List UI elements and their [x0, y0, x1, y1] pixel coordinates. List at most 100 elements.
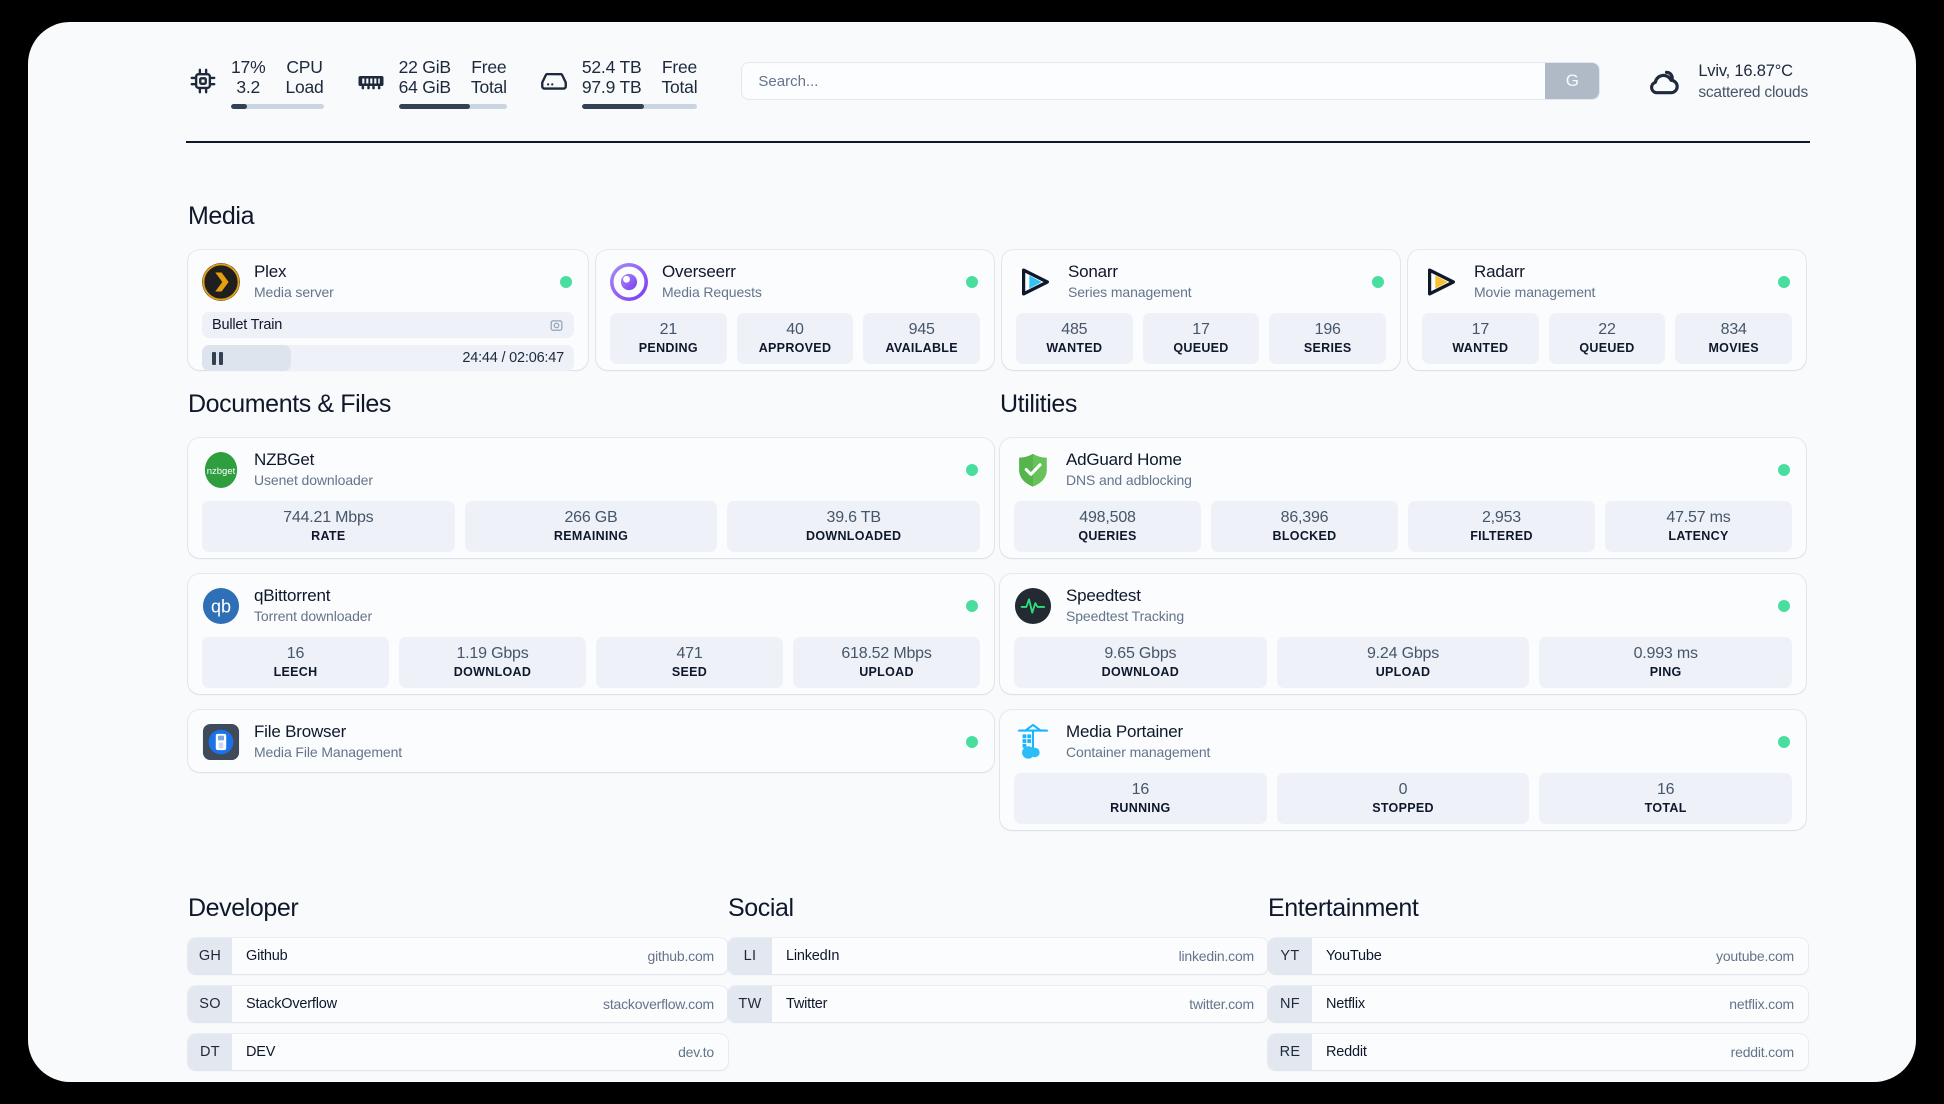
card-qbittorrent[interactable]: qb qBittorrent Torrent downloader 16 LEE… [188, 574, 994, 694]
stat-chip: 0 STOPPED [1276, 773, 1530, 824]
stat-chip: 2,953 FILTERED [1408, 501, 1595, 552]
stat-label: LATENCY [1668, 529, 1729, 543]
stat-label: WANTED [1046, 341, 1103, 355]
stat-label: RATE [311, 529, 346, 543]
card-file-browser[interactable]: File Browser Media File Management [188, 710, 994, 772]
stat-label: MOVIES [1708, 341, 1759, 355]
app-name: Media Portainer [1066, 722, 1184, 741]
card-header: Overseerr Media Requests [610, 262, 980, 301]
cloud-icon [1644, 62, 1684, 102]
dashboard-page: 17% CPU 3.2 Load [28, 22, 1916, 1082]
bookmark-abbr: YT [1268, 938, 1312, 974]
app-name: Radarr [1474, 262, 1525, 281]
bookmark-item[interactable]: TW Twitter twitter.com [728, 986, 1268, 1022]
stat-chip: 744.21 Mbps RATE [202, 501, 455, 552]
bookmark-item[interactable]: DT DEV dev.to [188, 1034, 728, 1070]
stat-label: QUEUED [1579, 341, 1635, 355]
bookmark-item[interactable]: NF Netflix netflix.com [1268, 986, 1808, 1022]
pause-icon[interactable] [212, 351, 223, 365]
stat-label: FILTERED [1470, 529, 1533, 543]
stat-chip: 1.19 Gbps DOWNLOAD [399, 637, 586, 688]
stat-value: 618.52 Mbps [841, 645, 932, 662]
card-header: nzbget NZBGet Usenet downloader [202, 450, 980, 489]
status-dot-online [966, 599, 978, 612]
stat-chip: 17 WANTED [1422, 313, 1539, 364]
stat-value: 16 [286, 645, 305, 662]
cpu-load-label: Load [285, 77, 324, 97]
section-title-utilities: Utilities [1000, 390, 1077, 418]
bookmark-name: Netflix [1326, 996, 1365, 1012]
status-dot-online [966, 463, 978, 476]
stat-chip: 485 WANTED [1016, 313, 1133, 364]
stat-value: 471 [676, 645, 703, 662]
app-description: Container management [1066, 744, 1211, 760]
app-name: NZBGet [254, 450, 315, 469]
stat-value: 9.24 Gbps [1366, 645, 1440, 662]
card-header: AdGuard Home DNS and adblocking [1014, 450, 1792, 489]
bookmark-abbr: TW [728, 986, 772, 1022]
bookmark-item[interactable]: RE Reddit reddit.com [1268, 1034, 1808, 1070]
memory-free-value: 22 GiB [398, 57, 452, 77]
bookmark-group-entertainment: Entertainment YT YouTube youtube.com NF … [1268, 894, 1808, 1082]
bookmark-url: reddit.com [1730, 1044, 1795, 1060]
stat-chip: 9.65 Gbps DOWNLOAD [1014, 637, 1267, 688]
card-header: qb qBittorrent Torrent downloader [202, 586, 980, 625]
weather-location-temp: Lviv, 16.87°C [1698, 62, 1793, 80]
stat-value: 16 [1131, 781, 1150, 798]
cpu-usage-bar [231, 104, 324, 109]
app-description: Media server [254, 284, 334, 300]
stat-chip: 498,508 QUERIES [1014, 501, 1201, 552]
status-dot-online [1372, 275, 1384, 288]
playback-progress-bar[interactable]: 24:44 / 02:06:47 [202, 345, 574, 371]
stat-value: 17 [1471, 321, 1490, 338]
stats-row: 21 PENDING 40 APPROVED 945 AVAILABLE [610, 313, 981, 364]
disk-free-label: Free [661, 57, 698, 77]
card-radarr[interactable]: Radarr Movie management 17 WANTED 22 QUE… [1408, 250, 1806, 370]
bookmark-url: dev.to [678, 1044, 714, 1060]
stat-value: 945 [908, 321, 935, 338]
card-plex[interactable]: Plex Media server Bullet Train 24:44 / 0… [188, 250, 588, 371]
bookmark-abbr: GH [188, 938, 232, 974]
card-adguard-home[interactable]: AdGuard Home DNS and adblocking 498,508 … [1000, 438, 1806, 558]
card-nzbget[interactable]: nzbget NZBGet Usenet downloader 744.21 M… [188, 438, 994, 558]
bookmark-name: Twitter [786, 996, 828, 1012]
playback-progress-fill [202, 345, 292, 371]
stat-label: UPLOAD [1375, 665, 1431, 679]
stat-chip: 266 GB REMAINING [464, 501, 718, 552]
card-header: File Browser Media File Management [202, 722, 980, 761]
bookmark-abbr: NF [1268, 986, 1312, 1022]
stat-label: SERIES [1303, 341, 1352, 355]
stat-label: WANTED [1452, 341, 1509, 355]
cast-icon[interactable] [549, 318, 564, 333]
now-playing-title: Bullet Train [212, 317, 283, 333]
stat-value: 9.65 Gbps [1104, 645, 1177, 662]
stat-value: 266 GB [564, 509, 618, 526]
card-media-portainer[interactable]: Media Portainer Container management 16 … [1000, 710, 1806, 830]
stat-value: 834 [1720, 321, 1747, 338]
bookmark-item[interactable]: LI LinkedIn linkedin.com [728, 938, 1268, 974]
stat-label: PENDING [638, 341, 698, 355]
bookmark-item[interactable]: SO StackOverflow stackoverflow.com [188, 986, 728, 1022]
bookmark-item[interactable]: YT YouTube youtube.com [1268, 938, 1808, 974]
card-speedtest[interactable]: Speedtest Speedtest Tracking 9.65 Gbps D… [1000, 574, 1806, 694]
status-dot-online [1778, 735, 1790, 748]
stat-label: RUNNING [1110, 801, 1171, 815]
card-header: Plex Media server [202, 262, 574, 301]
status-dot-online [966, 275, 978, 288]
stat-chip: 17 QUEUED [1142, 313, 1260, 364]
cpu-usage-label: CPU [286, 57, 323, 77]
search-engine-button[interactable]: G [1545, 63, 1600, 99]
search-input[interactable] [742, 63, 1546, 99]
stats-row: 744.21 Mbps RATE 266 GB REMAINING 39.6 T… [202, 501, 981, 552]
qbittorrent-icon: qb [202, 587, 240, 625]
status-dot-online [966, 735, 978, 748]
search-bar[interactable]: G [741, 62, 1601, 100]
card-sonarr[interactable]: Sonarr Series management 485 WANTED 17 Q… [1002, 250, 1400, 370]
stats-row: 16 LEECH 1.19 Gbps DOWNLOAD 471 SEED 618… [202, 637, 980, 688]
bookmark-name: Github [246, 948, 288, 964]
memory-free-label: Free [471, 57, 507, 77]
bookmark-group-title: Entertainment [1268, 894, 1419, 922]
bookmark-item[interactable]: GH Github github.com [188, 938, 728, 974]
card-overseerr[interactable]: Overseerr Media Requests 21 PENDING 40 A… [596, 250, 994, 370]
stats-row: 498,508 QUERIES 86,396 BLOCKED 2,953 FIL… [1014, 501, 1792, 552]
